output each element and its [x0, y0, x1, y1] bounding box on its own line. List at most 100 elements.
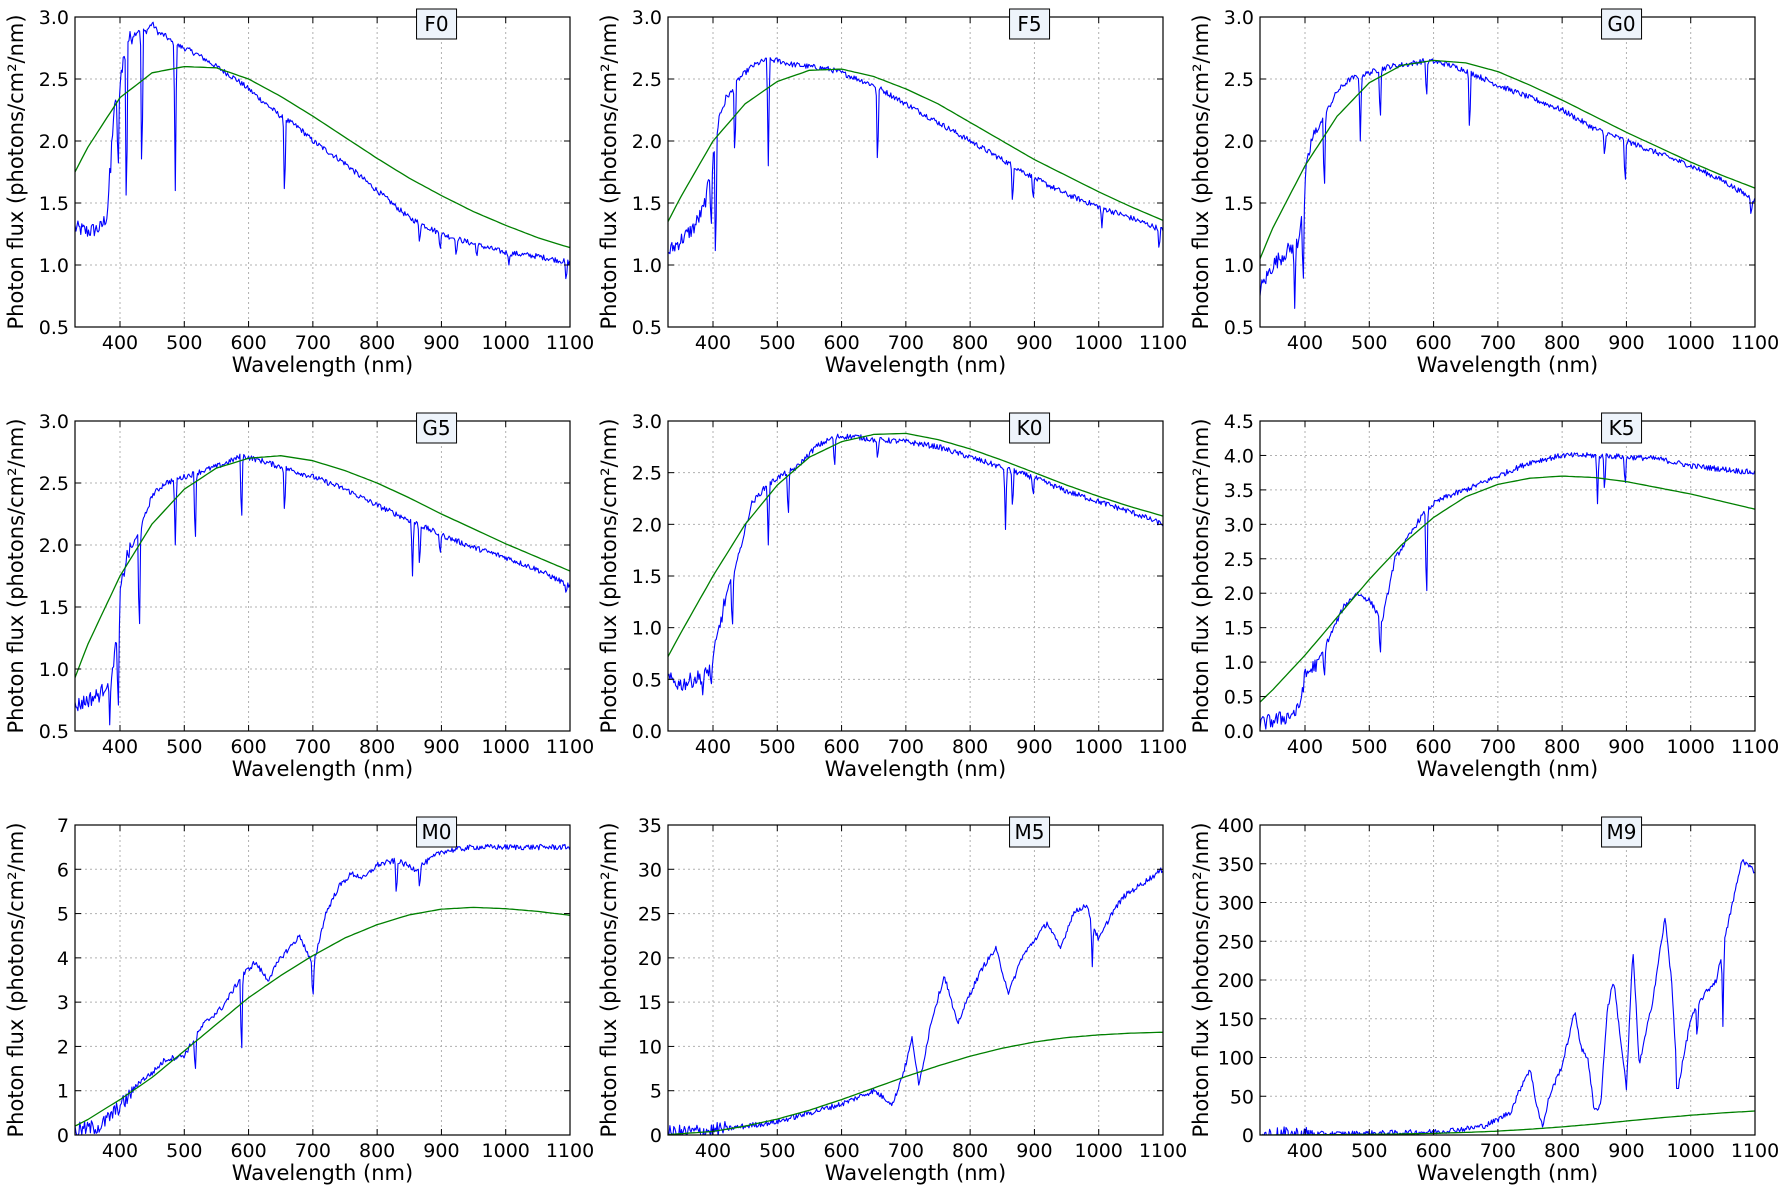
x-tick-label: 900 [423, 332, 459, 354]
spectral-type-badge [416, 816, 458, 848]
panel-k5: 400 500 600 700 800 900 1000 1100 0.0 0.5 1.0 1.5 2.… [1189, 411, 1779, 781]
x-tick-label: 600 [230, 736, 266, 758]
y-tick-label: 3.0 [1224, 514, 1254, 536]
x-tick-label: 500 [759, 1140, 795, 1162]
y-tick-label: 2.0 [39, 131, 69, 153]
spectral-type-badge [416, 412, 458, 444]
x-tick-label: 400 [102, 332, 138, 354]
x-tick-label: 700 [1480, 736, 1516, 758]
y-tick-label: 25 [638, 904, 662, 926]
x-tick-label: 700 [295, 1140, 331, 1162]
y-tick-label: 0 [650, 1125, 662, 1147]
x-tick-label: 600 [230, 1140, 266, 1162]
plot-frame [667, 16, 1164, 328]
x-tick-label: 1100 [1139, 332, 1187, 354]
x-tick-label: 600 [230, 332, 266, 354]
y-tick-label: 0.5 [39, 317, 69, 339]
x-tick-label: 500 [759, 332, 795, 354]
y-tick-label: 20 [638, 948, 662, 970]
y-tick-label: 0.0 [632, 721, 662, 743]
y-tick-label: 200 [1218, 970, 1254, 992]
x-tick-label: 900 [423, 1140, 459, 1162]
x-tick-label: 600 [1415, 736, 1451, 758]
plot-frame [74, 824, 571, 1136]
spectral-type-badge [1601, 8, 1643, 40]
x-tick-label: 600 [823, 736, 859, 758]
y-tick-label: 5 [57, 904, 69, 926]
x-tick-label: 1100 [1731, 332, 1779, 354]
x-axis-label: Wavelength (nm) [825, 757, 1006, 781]
observed-spectrum-line [1262, 859, 1755, 1135]
y-tick-label: 0.5 [1224, 687, 1254, 709]
blackbody-curve-line [668, 68, 1163, 222]
y-tick-label: 0.0 [1224, 721, 1254, 743]
y-axis-label: Photon flux (photons/cm²/nm) [4, 822, 28, 1137]
y-tick-label: 0.5 [632, 669, 662, 691]
x-tick-label: 900 [1016, 332, 1052, 354]
x-axis-label: Wavelength (nm) [1417, 757, 1598, 781]
x-tick-label: 700 [888, 332, 924, 354]
x-tick-label: 400 [102, 736, 138, 758]
x-tick-label: 1000 [482, 736, 530, 758]
x-tick-label: 900 [1016, 1140, 1052, 1162]
y-tick-label: 1.0 [1224, 652, 1254, 674]
y-tick-label: 1 [57, 1081, 69, 1103]
x-tick-label: 1100 [546, 736, 594, 758]
x-axis-label: Wavelength (nm) [232, 1161, 413, 1185]
x-axis-label: Wavelength (nm) [1417, 1161, 1598, 1185]
series-group [1260, 452, 1755, 730]
spectral-type-badge [1009, 816, 1051, 848]
x-tick-label: 700 [1480, 332, 1516, 354]
spectral-type-label: M0 [422, 820, 452, 844]
y-tick-label: 2.5 [39, 69, 69, 91]
x-tick-label: 900 [423, 736, 459, 758]
plot-frame [667, 824, 1164, 1136]
y-tick-label: 7 [57, 815, 69, 837]
plot-frame [1259, 16, 1756, 328]
x-tick-label: 500 [166, 332, 202, 354]
x-tick-label: 1000 [1667, 332, 1715, 354]
y-tick-label: 3.0 [39, 411, 69, 433]
blackbody-curve-line [75, 455, 570, 678]
panel-f5: 400 500 600 700 800 900 1000 1100 0.5 1.0 1.5 2.0 2.… [597, 7, 1187, 377]
x-axis-label: Wavelength (nm) [1417, 353, 1598, 377]
y-tick-label: 3.0 [632, 7, 662, 29]
x-tick-label: 400 [695, 736, 731, 758]
y-tick-label: 30 [638, 859, 662, 881]
y-tick-label: 4 [57, 948, 69, 970]
y-tick-label: 1.5 [1224, 193, 1254, 215]
y-tick-label: 0 [1242, 1125, 1254, 1147]
x-tick-label: 800 [952, 332, 988, 354]
y-tick-label: 250 [1218, 931, 1254, 953]
blackbody-curve-line [1260, 59, 1755, 260]
x-tick-label: 1000 [1075, 1140, 1123, 1162]
y-tick-label: 15 [638, 992, 662, 1014]
y-tick-label: 4.0 [1224, 445, 1254, 467]
x-tick-label: 800 [1544, 1140, 1580, 1162]
spectral-type-badge [1009, 412, 1051, 444]
observed-spectrum-line [1260, 58, 1755, 309]
x-tick-label: 400 [1287, 736, 1323, 758]
spectral-type-badge [1009, 8, 1051, 40]
spectral-type-badge [1601, 412, 1643, 444]
y-tick-label: 1.0 [632, 255, 662, 277]
blackbody-curve-line [1260, 475, 1755, 703]
x-tick-label: 800 [952, 736, 988, 758]
x-tick-label: 700 [888, 1140, 924, 1162]
plot-frame [74, 16, 571, 328]
y-tick-label: 1.0 [39, 255, 69, 277]
blackbody-curve-line [75, 65, 570, 249]
panel-k0: 400 500 600 700 800 900 1000 1100 0.0 0.5 1.0 1.5 2.… [597, 411, 1187, 781]
y-tick-label: 4.5 [1224, 411, 1254, 433]
plot-frame [74, 420, 571, 732]
y-tick-label: 35 [638, 815, 662, 837]
spectral-type-badge [416, 8, 458, 40]
y-tick-label: 1.5 [39, 193, 69, 215]
y-tick-label: 1.5 [39, 597, 69, 619]
x-tick-label: 900 [1608, 332, 1644, 354]
x-tick-label: 700 [1480, 1140, 1516, 1162]
x-tick-label: 900 [1608, 736, 1644, 758]
x-tick-label: 400 [695, 1140, 731, 1162]
x-tick-label: 600 [823, 1140, 859, 1162]
x-tick-label: 700 [295, 332, 331, 354]
